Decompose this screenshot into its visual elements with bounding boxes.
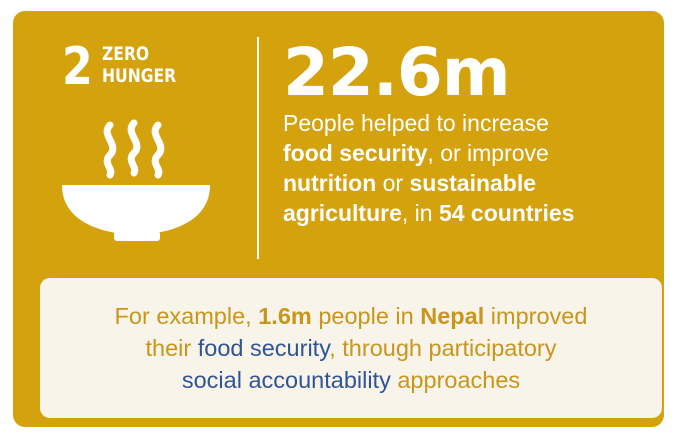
term-agriculture: agriculture bbox=[283, 200, 402, 226]
steam-left-icon bbox=[103, 121, 117, 179]
example-people-count: 1.6m bbox=[258, 303, 312, 329]
example-text: For example, 1.6m people in Nepal improv… bbox=[71, 300, 631, 396]
example-approaches: approaches bbox=[390, 367, 521, 393]
text-or: or bbox=[376, 170, 410, 196]
example-their: their bbox=[145, 335, 198, 361]
sdg-goal-badge: 2 ZERO HUNGER bbox=[50, 35, 230, 255]
example-country: Nepal bbox=[420, 303, 485, 329]
example-through: , through participatory bbox=[329, 335, 557, 361]
example-improved: improved bbox=[484, 303, 588, 329]
stat-value: 22.6m bbox=[283, 34, 511, 111]
steam-middle-icon bbox=[127, 119, 141, 177]
impact-statistic: 22.6m People helped to increase food sec… bbox=[283, 38, 653, 228]
vertical-divider bbox=[257, 37, 259, 259]
example-social-accountability: social accountability bbox=[181, 367, 391, 393]
example-panel: For example, 1.6m people in Nepal improv… bbox=[40, 278, 662, 418]
example-food-security: food security bbox=[197, 335, 330, 361]
bowl-base-icon bbox=[114, 231, 160, 241]
steam-right-icon bbox=[151, 121, 165, 179]
goal-title-line2: HUNGER bbox=[102, 65, 177, 87]
term-nutrition: nutrition bbox=[283, 170, 377, 196]
example-intro: For example, bbox=[114, 303, 259, 329]
text-or-improve: , or improve bbox=[427, 140, 549, 166]
example-people-in: people in bbox=[311, 303, 421, 329]
soup-bowl-icon bbox=[62, 119, 210, 241]
stat-line-intro: People helped to increase bbox=[283, 110, 549, 136]
text-in: , in bbox=[401, 200, 439, 226]
countries-count: 54 countries bbox=[438, 200, 575, 226]
term-food-security: food security bbox=[283, 140, 428, 166]
bowl-body-icon bbox=[62, 185, 210, 235]
term-sustainable: sustainable bbox=[409, 170, 537, 196]
goal-number: 2 bbox=[62, 37, 93, 97]
goal-title: ZERO HUNGER bbox=[102, 43, 176, 87]
goal-title-line1: ZERO bbox=[102, 43, 150, 65]
stat-description: People helped to increase food security,… bbox=[283, 108, 653, 228]
